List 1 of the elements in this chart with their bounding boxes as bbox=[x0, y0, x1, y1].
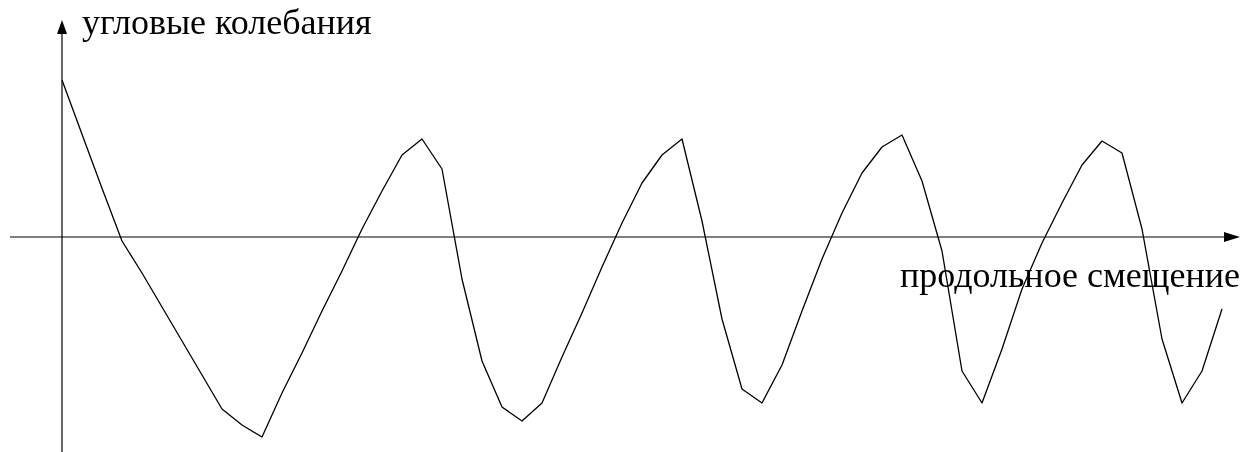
y-axis-title: угловые колебания bbox=[82, 2, 372, 42]
